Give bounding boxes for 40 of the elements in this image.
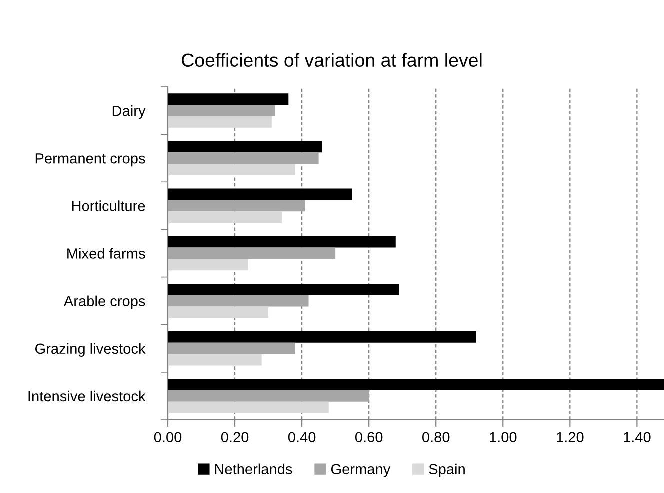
bar (168, 200, 306, 212)
y-tick-label: Horticulture (72, 200, 146, 212)
x-tick-label: 1.20 (557, 432, 584, 443)
bar (168, 342, 296, 354)
bar (168, 306, 269, 318)
x-tick-label: 1.00 (490, 432, 517, 443)
bar (168, 141, 322, 153)
x-tick-label: 1.40 (624, 432, 651, 443)
bar (168, 164, 296, 176)
bar (168, 212, 282, 224)
x-tick-label: 0.60 (355, 432, 383, 443)
bar (168, 152, 319, 164)
chart-title: Coefficients of variation at farm level (182, 53, 482, 68)
bar (168, 94, 289, 106)
legend-label: Spain (429, 464, 465, 478)
bar (168, 236, 396, 248)
bar (168, 284, 400, 296)
legend-label: Netherlands (215, 464, 292, 475)
y-tick-label: Intensive livestock (28, 390, 146, 402)
legend-label: Germany (331, 464, 391, 478)
bar (168, 402, 329, 414)
bar (168, 295, 309, 307)
bar (168, 188, 352, 200)
x-tick-label: 0.00 (154, 432, 182, 443)
bar (168, 379, 664, 391)
bar (168, 116, 272, 128)
x-tick-label: 0.20 (221, 432, 249, 443)
y-tick-label: Grazing livestock (35, 343, 146, 357)
bar (168, 105, 276, 116)
y-tick-label: Permanent crops (36, 154, 146, 167)
bar (168, 354, 262, 366)
y-tick-label: Dairy (112, 106, 146, 120)
x-tick-label: 0.80 (422, 432, 450, 443)
y-tick-label: Mixed farms (68, 248, 146, 259)
y-tick-label: Arable crops (64, 296, 146, 310)
bar (168, 390, 370, 402)
bar (168, 259, 248, 271)
x-tick-label: 0.40 (288, 432, 316, 443)
bar (168, 332, 476, 343)
bar (168, 248, 336, 260)
